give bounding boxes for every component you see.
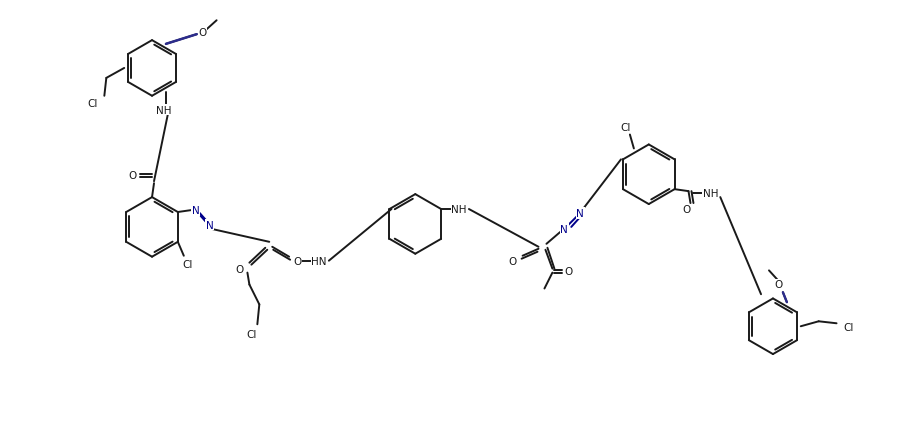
Text: O: O [564, 266, 572, 276]
Text: O: O [128, 171, 137, 181]
Text: NH: NH [451, 204, 467, 215]
Text: Cl: Cl [246, 329, 257, 340]
Text: Cl: Cl [88, 98, 98, 109]
Text: HN: HN [311, 256, 327, 266]
Text: O: O [198, 28, 207, 38]
Text: Cl: Cl [183, 259, 193, 269]
Text: NH: NH [702, 189, 718, 199]
Text: Cl: Cl [621, 122, 631, 132]
Text: O: O [235, 264, 244, 274]
Text: N: N [206, 220, 213, 230]
Text: O: O [293, 256, 301, 266]
Text: O: O [774, 279, 783, 290]
Text: N: N [560, 225, 569, 234]
Text: O: O [509, 256, 517, 266]
Text: N: N [192, 205, 199, 216]
Text: O: O [682, 204, 690, 215]
Text: NH: NH [156, 106, 172, 115]
Text: HN: HN [311, 256, 327, 266]
Text: Cl: Cl [844, 322, 854, 332]
Text: N: N [576, 208, 584, 219]
